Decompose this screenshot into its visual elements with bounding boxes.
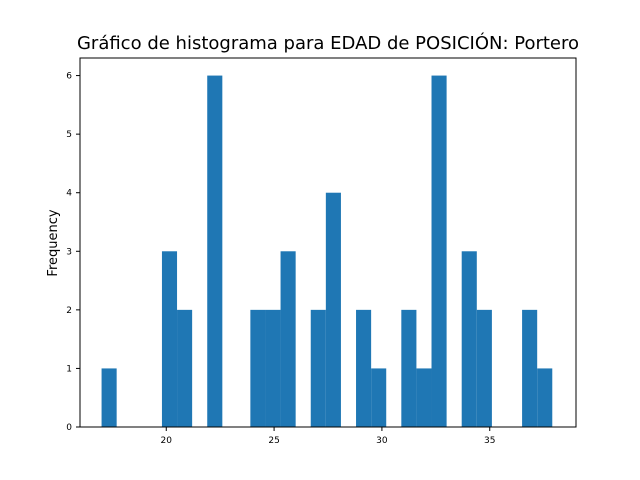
y-tick-label: 0 — [66, 423, 72, 433]
histogram-bar — [101, 368, 117, 427]
x-axis-ticks: 20 25 30 35 — [161, 427, 495, 446]
histogram-bar — [280, 251, 296, 427]
y-axis-ticks: 0 1 2 3 4 5 6 — [66, 72, 80, 433]
y-tick-label: 5 — [66, 130, 72, 140]
y-axis-label: Frequency — [46, 209, 61, 276]
chart-title: Gráfico de histograma para EDAD de POSIC… — [77, 32, 579, 54]
histogram-bar — [250, 309, 266, 427]
y-tick-label: 1 — [66, 364, 72, 374]
y-tick-label: 2 — [66, 306, 72, 316]
x-tick-label: 35 — [484, 436, 495, 446]
x-tick-label: 25 — [268, 436, 279, 446]
x-tick-label: 20 — [161, 436, 173, 446]
histogram-bar — [416, 368, 432, 427]
histogram-bar — [537, 368, 553, 427]
histogram-bar — [177, 309, 193, 427]
y-tick-label: 4 — [66, 189, 72, 199]
histogram-bar — [522, 309, 538, 427]
histogram-bar — [476, 309, 492, 427]
bars-group — [101, 75, 553, 428]
histogram-bar — [356, 309, 372, 427]
histogram-bar — [401, 309, 417, 427]
x-tick-label: 30 — [376, 436, 388, 446]
histogram-bar — [310, 309, 326, 427]
histogram-bar — [161, 251, 178, 427]
histogram-bar — [431, 75, 447, 428]
y-tick-label: 3 — [66, 247, 72, 257]
histogram-bar — [265, 309, 281, 427]
histogram-bar — [325, 192, 341, 427]
histogram-bar — [207, 75, 223, 428]
plot-area-frame — [79, 57, 577, 428]
y-tick-label: 6 — [66, 72, 72, 82]
histogram-bar — [371, 368, 387, 427]
histogram-bar — [461, 251, 477, 427]
